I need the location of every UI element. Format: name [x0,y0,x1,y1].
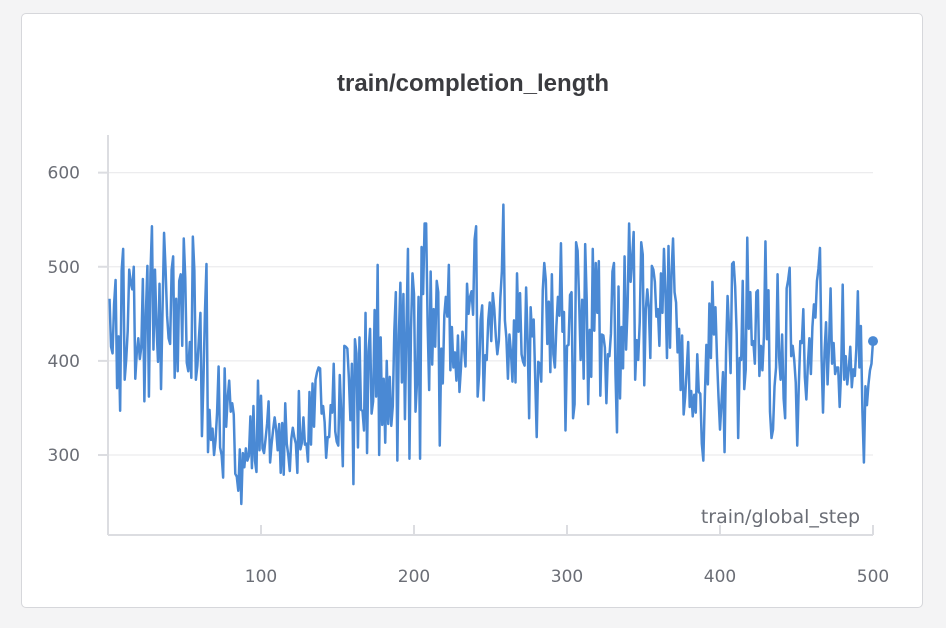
y-tick-label: 600 [48,164,80,184]
axes [107,135,874,536]
y-tick-label: 400 [48,352,80,372]
y-tick-labels: 300 400 500 600 [48,164,80,466]
y-tick-label: 500 [48,258,80,278]
x-tick-label: 400 [704,567,736,587]
x-tick-label: 300 [551,567,583,587]
series-line[interactable] [108,203,875,506]
chart-title: train/completion_length [336,70,609,97]
x-tick-label: 500 [857,567,889,587]
y-tick-label: 300 [48,446,80,466]
x-tick-labels: 100 200 300 400 500 [245,567,889,587]
series-endpoint[interactable] [868,336,878,347]
x-axis-label: train/global_step [701,506,860,528]
x-tick-label: 100 [245,567,277,587]
x-tick-label: 200 [398,567,430,587]
